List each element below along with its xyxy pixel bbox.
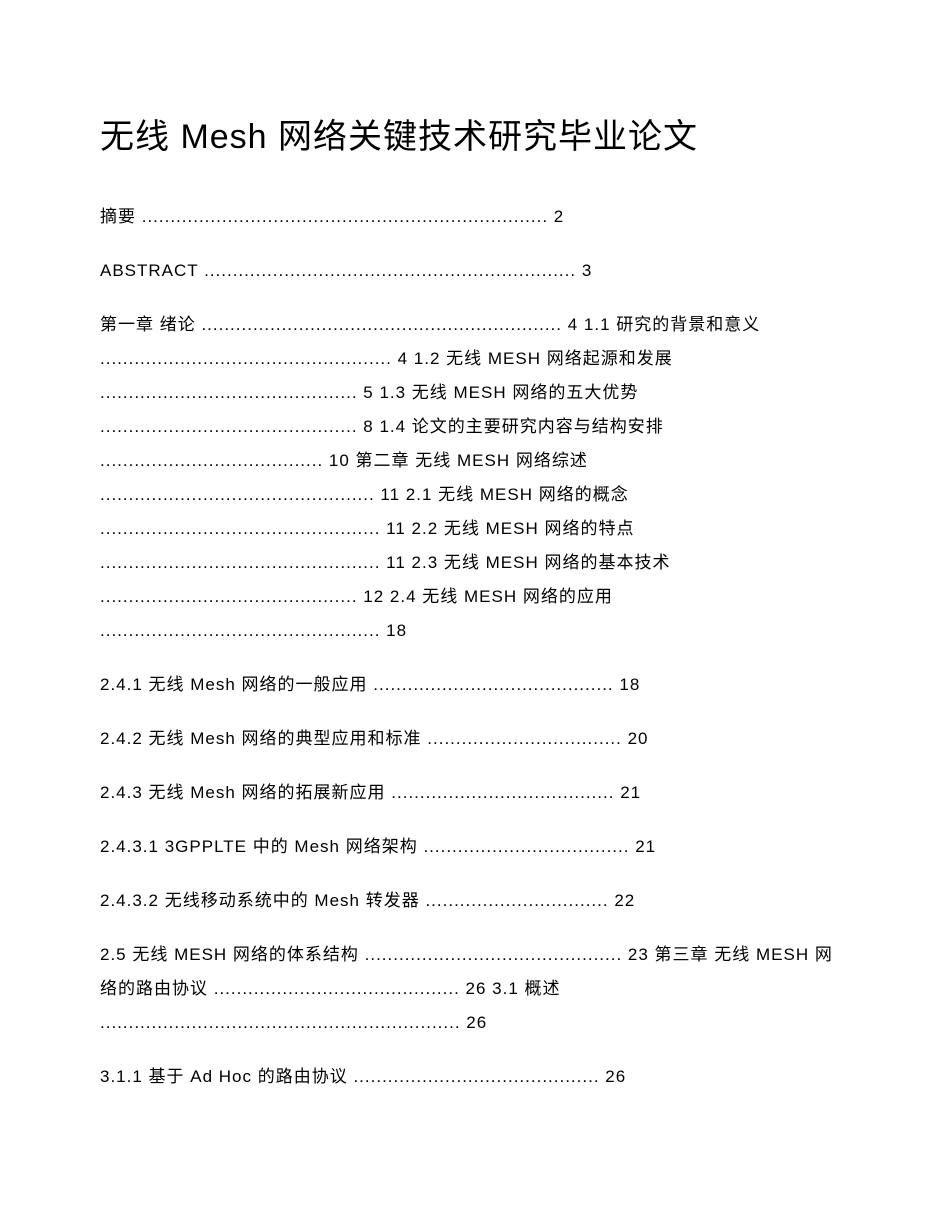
toc-abstract-zh: 摘要 .....................................… xyxy=(100,200,850,234)
toc-2-4-2: 2.4.2 无线 Mesh 网络的典型应用和标准 ...............… xyxy=(100,722,850,756)
document-title: 无线 Mesh 网络关键技术研究毕业论文 xyxy=(100,110,850,164)
toc-2-4-1: 2.4.1 无线 Mesh 网络的一般应用 ..................… xyxy=(100,668,850,702)
toc-2-4-3-2: 2.4.3.2 无线移动系统中的 Mesh 转发器 ..............… xyxy=(100,884,850,918)
toc-3-1-1: 3.1.1 基于 Ad Hoc 的路由协议 ..................… xyxy=(100,1060,850,1094)
toc-abstract-en: ABSTRACT ...............................… xyxy=(100,254,850,288)
toc-2-4-3: 2.4.3 无线 Mesh 网络的拓展新应用 .................… xyxy=(100,776,850,810)
toc-2-5-chapter3-block: 2.5 无线 MESH 网络的体系结构 ....................… xyxy=(100,938,850,1040)
toc-chapter1-block: 第一章 绪论 .................................… xyxy=(100,308,850,648)
toc-2-4-3-1: 2.4.3.1 3GPPLTE 中的 Mesh 网络架构 ...........… xyxy=(100,830,850,864)
